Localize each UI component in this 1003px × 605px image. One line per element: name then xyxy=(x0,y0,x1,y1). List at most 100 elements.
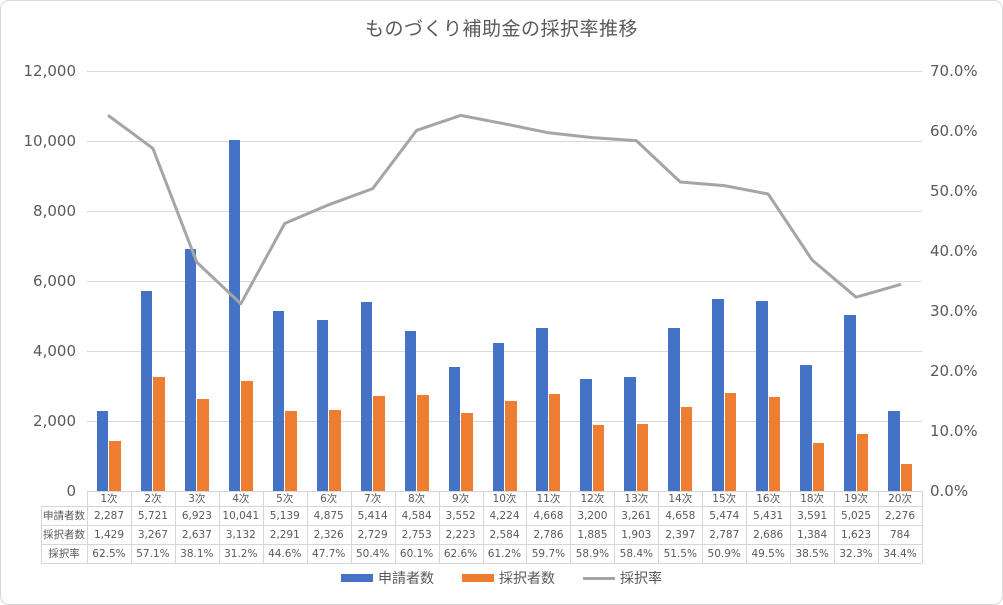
table-value-cell: 51.5% xyxy=(663,547,697,560)
table-value-cell: 44.6% xyxy=(268,547,302,560)
bar-applicants xyxy=(888,411,900,491)
right-axis-tick-label: 0.0% xyxy=(930,482,969,500)
table-value-cell: 58.4% xyxy=(619,547,653,560)
table-value-cell: 5,414 xyxy=(357,509,388,522)
legend-swatch-applicants xyxy=(341,574,373,582)
legend-label-rate: 採択率 xyxy=(620,571,662,587)
table-gridline xyxy=(878,491,880,563)
table-value-cell: 2,753 xyxy=(401,528,432,541)
table-gridline xyxy=(438,491,440,563)
bar-applicants xyxy=(448,366,461,491)
bar-applicants xyxy=(800,365,812,491)
table-gridline xyxy=(41,525,922,526)
table-category-label: 11次 xyxy=(536,493,561,505)
bar-adopted xyxy=(768,397,781,491)
legend-item-rate: 採択率 xyxy=(583,568,662,588)
table-gridline xyxy=(41,506,42,563)
table-gridline xyxy=(350,491,352,563)
gridline xyxy=(87,211,922,212)
legend-label-applicants: 申請者数 xyxy=(378,571,434,587)
table-value-cell: 3,261 xyxy=(621,509,652,522)
bar-applicants xyxy=(272,311,285,491)
right-axis-tick-label: 50.0% xyxy=(930,182,978,200)
bar-applicants xyxy=(668,327,680,491)
gridline xyxy=(87,281,922,282)
left-axis-tick-label: 0 xyxy=(66,482,76,500)
bar-adopted xyxy=(505,400,517,491)
gridline xyxy=(87,71,922,72)
right-axis-tick-label: 10.0% xyxy=(930,422,978,440)
right-axis-tick-label: 20.0% xyxy=(930,362,978,380)
table-gridline xyxy=(922,491,923,563)
table-gridline xyxy=(482,491,484,563)
table-row-header: 採択率 xyxy=(48,548,80,560)
table-value-cell: 6,923 xyxy=(181,509,212,522)
table-value-cell: 50.9% xyxy=(707,547,741,560)
table-category-label: 12次 xyxy=(580,493,605,505)
right-axis-tick-label: 30.0% xyxy=(930,302,978,320)
table-value-cell: 1,384 xyxy=(797,528,828,541)
bar-applicants xyxy=(844,315,856,491)
bar-applicants xyxy=(536,327,548,491)
bar-adopted xyxy=(109,441,121,491)
table-row-header: 採択者数 xyxy=(43,529,85,541)
bar-adopted xyxy=(285,410,297,491)
bar-adopted xyxy=(900,463,913,491)
table-value-cell: 2,637 xyxy=(181,528,212,541)
bar-applicants xyxy=(96,410,109,491)
table-value-cell: 3,267 xyxy=(137,528,168,541)
table-gridline xyxy=(702,491,704,563)
table-value-cell: 1,623 xyxy=(841,528,872,541)
bar-applicants xyxy=(492,343,504,491)
legend-item-applicants: 申請者数 xyxy=(341,568,434,588)
table-value-cell: 59.7% xyxy=(531,547,566,560)
table-value-cell: 5,431 xyxy=(753,509,784,522)
table-value-cell: 61.2% xyxy=(487,547,522,560)
table-category-label: 8次 xyxy=(408,493,426,505)
legend-label-adopted: 採択者数 xyxy=(499,571,555,587)
bar-adopted xyxy=(680,407,693,491)
table-gridline xyxy=(41,506,922,507)
table-value-cell: 784 xyxy=(889,528,911,541)
table-gridline xyxy=(41,544,922,545)
table-value-cell: 2,584 xyxy=(489,528,520,541)
table-category-label: 10次 xyxy=(492,493,517,505)
bar-applicants xyxy=(316,320,329,491)
legend-swatch-adopted xyxy=(462,574,494,582)
table-category-label: 1次 xyxy=(100,493,118,505)
table-gridline xyxy=(614,491,616,563)
table-gridline xyxy=(570,491,572,563)
table-value-cell: 2,787 xyxy=(709,528,740,541)
bar-applicants xyxy=(228,139,241,491)
table-value-cell: 5,721 xyxy=(137,509,168,522)
table-value-cell: 32.3% xyxy=(839,547,873,560)
table-value-cell: 2,786 xyxy=(533,528,564,541)
gridline xyxy=(87,141,922,142)
left-axis-tick-label: 8,000 xyxy=(33,202,76,220)
table-value-cell: 3,552 xyxy=(445,509,476,522)
table-value-cell: 5,025 xyxy=(841,509,872,522)
rate-line-layer xyxy=(107,113,902,306)
table-value-cell: 38.5% xyxy=(795,547,829,560)
bar-applicants xyxy=(712,299,724,491)
table-gridline xyxy=(87,491,922,492)
table-gridline xyxy=(262,491,264,563)
table-value-cell: 3,200 xyxy=(577,509,608,522)
gridline xyxy=(87,351,922,352)
bar-adopted xyxy=(724,393,737,491)
table-category-label: 15次 xyxy=(712,493,737,505)
table-value-cell: 4,658 xyxy=(665,509,696,522)
bar-adopted xyxy=(373,395,385,491)
table-value-cell: 1,903 xyxy=(621,528,652,541)
table-value-cell: 47.7% xyxy=(312,547,346,560)
data-table: 1次 2次 3次 4次 5次 6次 7次 8次 9次 10次 11次 12次 13次 14次 15次 16次 1… xyxy=(41,491,923,564)
bar-adopted xyxy=(461,413,473,491)
table-gridline xyxy=(41,563,922,564)
bar-adopted xyxy=(329,409,341,491)
bar-applicants xyxy=(140,290,153,491)
table-gridline xyxy=(746,491,748,563)
right-axis-tick-label: 40.0% xyxy=(930,242,978,260)
table-gridline xyxy=(526,491,528,563)
plot-area xyxy=(87,71,922,491)
bar-adopted xyxy=(856,434,869,491)
